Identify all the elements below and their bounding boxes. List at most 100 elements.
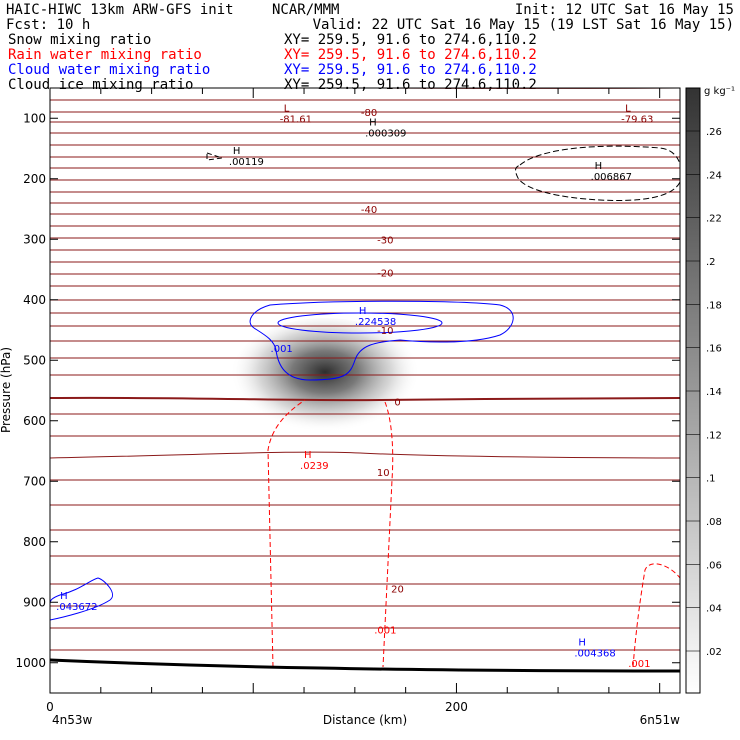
extremum-value: .0239 (300, 461, 329, 472)
colorbar-tick-label: .22 (706, 214, 722, 225)
surface-line (50, 658, 680, 673)
y-tick-label: 800 (23, 535, 46, 549)
y-tick-label: 100 (23, 111, 46, 125)
colorbar-tick-label: .06 (706, 560, 722, 571)
temperature-contour (50, 325, 680, 327)
temperature-contour (50, 605, 680, 607)
field-name: Cloud ice mixing ratio (8, 77, 193, 93)
rain-water-contour (267, 399, 394, 668)
temperature-contour (50, 202, 680, 204)
field-xy: XY= 259.5, 91.6 to 274.6,110.2 (284, 47, 537, 63)
temperature-contour (50, 191, 680, 193)
colorbar-tick-label: .16 (706, 344, 722, 355)
field-name: Rain water mixing ratio (8, 47, 202, 63)
colorbar-ticks: .26 .24 .22 .2 .18 .16 .14 .12 .1 .08 .06 .04 .02 (686, 127, 722, 658)
contour-label: 10 (377, 468, 390, 479)
y-tick-label: 300 (23, 232, 46, 246)
extremum-marker: L (284, 103, 290, 114)
contour-label: -20 (377, 269, 393, 280)
extremum-value: -81.61 (280, 114, 312, 125)
temperature-contour (50, 451, 680, 459)
temperature-contour (50, 132, 680, 134)
plot-frame (49, 87, 681, 694)
extremum-marker: H (233, 146, 241, 157)
field-name: Cloud water mixing ratio (8, 62, 210, 78)
extremum-marker: H (359, 306, 367, 317)
colorbar-tick-label: .24 (706, 170, 722, 181)
temperature-contour (50, 299, 680, 301)
temperature-contour (50, 285, 680, 287)
temperature-contour (50, 225, 680, 227)
field-xy: XY= 259.5, 91.6 to 274.6,110.2 (284, 32, 537, 48)
y-tick-label: 600 (23, 414, 46, 428)
contour-labels: -80 -40 -30 -20 -10 0 10 20 .001 .001 .001 (271, 108, 651, 670)
extremum-value: .224538 (355, 317, 396, 328)
snow-contour (515, 145, 680, 201)
x-right-endpoint: 6n51w (640, 713, 681, 727)
init-time: Init: 12 UTC Sat 16 May 15 (515, 2, 734, 18)
forecast-hour: Fcst: 10 h (6, 17, 90, 33)
x-axis-label: Distance (km) (323, 713, 407, 727)
colorbar-tick-label: .1 (706, 474, 716, 485)
snow-contour (206, 152, 223, 161)
extremum-marker: L (625, 103, 631, 114)
temperature-contour (50, 374, 680, 376)
extremum-marker: H (60, 591, 68, 602)
y-tick-label: 200 (23, 172, 46, 186)
y-tick-label: 900 (23, 595, 46, 609)
colorbar-tick-label: .08 (706, 517, 722, 528)
extremum-value: -79.63 (621, 114, 653, 125)
temperature-contour (50, 237, 680, 239)
temperature-contour (50, 249, 680, 251)
temperature-contour (50, 357, 680, 359)
contour-label: -10 (377, 326, 393, 337)
colorbar (685, 87, 701, 694)
contour-label: 0 (394, 397, 400, 408)
contour-label: -80 (361, 108, 377, 119)
y-tick-label: 700 (23, 474, 46, 488)
extremum-marker: H (304, 450, 312, 461)
field-legend: Snow mixing ratio XY= 259.5, 91.6 to 274.… (8, 32, 537, 93)
model-title: HAIC-HIWC 13km ARW-GFS init (6, 2, 234, 18)
colorbar-unit: g kg⁻¹ (704, 86, 735, 97)
temperature-contour (50, 144, 680, 146)
temperature-contour (50, 529, 680, 531)
temperature-contour (50, 340, 680, 342)
temperature-contour (50, 555, 680, 557)
contour-label: -30 (377, 235, 393, 246)
x-left-endpoint: 4n53w (52, 713, 93, 727)
extremum-value: .00119 (229, 157, 264, 168)
y-axis-label: Pressure (hPa) (0, 347, 13, 433)
colorbar-tick-label: .2 (706, 257, 716, 268)
rain-water-contour (632, 563, 680, 668)
temperature-contour (50, 121, 680, 123)
extremum-marker: H (595, 161, 603, 172)
colorbar-tick-label: .02 (706, 647, 722, 658)
temperature-contour (50, 396, 680, 402)
temperature-contour (50, 479, 680, 481)
field-xy: XY= 259.5, 91.6 to 274.6,110.2 (284, 62, 537, 78)
temperature-contour (50, 627, 680, 629)
colorbar-tick-label: .04 (706, 604, 722, 615)
extremum-marker: H (369, 117, 377, 128)
x-tick-label: 200 (445, 700, 468, 714)
cloud-water-contour (249, 300, 514, 381)
temperature-contour (50, 583, 680, 585)
contour-label: .001 (628, 659, 650, 670)
extremum-value: .004368 (574, 649, 615, 660)
extremum-value: .000309 (365, 128, 406, 139)
temperature-contour (50, 179, 680, 181)
org-label: NCAR/MMM (272, 2, 339, 18)
temperature-contour (50, 167, 680, 169)
extremum-marker: H (578, 638, 586, 649)
contour-label: 20 (391, 584, 404, 595)
contour-label: -40 (361, 205, 377, 216)
field-xy: XY= 259.5, 91.6 to 274.6,110.2 (284, 77, 537, 93)
y-tick-label: 1000 (15, 656, 46, 670)
cloud-ice-shading (230, 318, 420, 438)
temperature-contour (50, 111, 680, 113)
